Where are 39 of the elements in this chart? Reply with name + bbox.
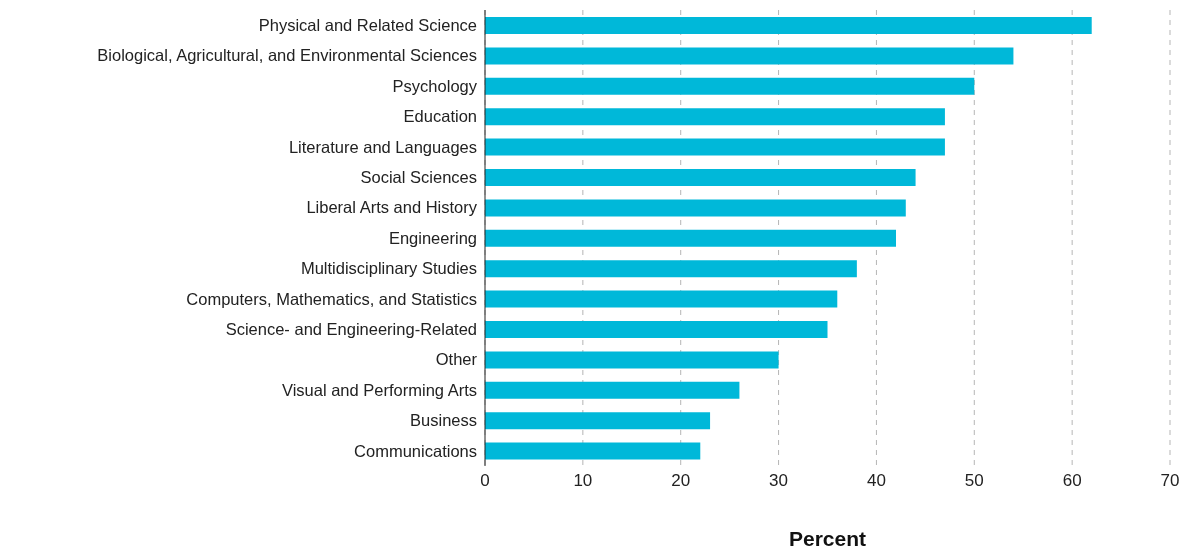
bar xyxy=(485,351,779,369)
bar xyxy=(485,199,906,217)
x-tick-label: 60 xyxy=(1062,471,1082,491)
bar xyxy=(485,381,740,399)
y-tick-label: Psychology xyxy=(392,76,478,95)
bar xyxy=(485,229,896,247)
y-tick-label: Communications xyxy=(354,441,477,460)
y-tick-label: Liberal Arts and History xyxy=(306,198,478,217)
bar xyxy=(485,108,945,126)
bar xyxy=(485,290,838,308)
bar xyxy=(485,442,701,460)
y-tick-label: Engineering xyxy=(388,228,477,247)
x-tick-label: 20 xyxy=(671,471,691,491)
y-tick-label: Literature and Languages xyxy=(288,137,477,156)
y-tick-label: Multidisciplinary Studies xyxy=(300,259,477,278)
y-tick-label: Business xyxy=(410,411,477,430)
x-tick-label: 0 xyxy=(480,471,490,491)
bar xyxy=(485,169,916,186)
bar xyxy=(485,321,828,338)
y-tick-label: Biological, Agricultural, and Environmental Sciences xyxy=(97,46,477,65)
x-tick-label: 50 xyxy=(964,471,984,491)
bar xyxy=(485,138,945,156)
bar xyxy=(485,260,857,278)
y-tick-label: Education xyxy=(403,107,477,126)
x-axis-title: Percent xyxy=(788,527,867,550)
x-tick-label: 30 xyxy=(769,471,789,491)
x-tick-label: 10 xyxy=(573,471,593,491)
y-tick-label: Social Sciences xyxy=(360,168,477,187)
x-tick-label: 40 xyxy=(866,471,886,491)
x-tick-label: 70 xyxy=(1160,471,1180,491)
bar xyxy=(485,77,975,95)
bar xyxy=(485,47,1014,65)
y-tick-label: Computers, Mathematics, and Statistics xyxy=(186,289,477,308)
bar xyxy=(485,17,1092,34)
bar xyxy=(485,412,711,430)
y-tick-label: Visual and Performing Arts xyxy=(281,380,477,399)
y-tick-label: Other xyxy=(435,350,478,369)
y-tick-label: Physical and Related Science xyxy=(258,16,477,35)
y-tick-label: Science- and Engineering-Related xyxy=(225,320,477,339)
